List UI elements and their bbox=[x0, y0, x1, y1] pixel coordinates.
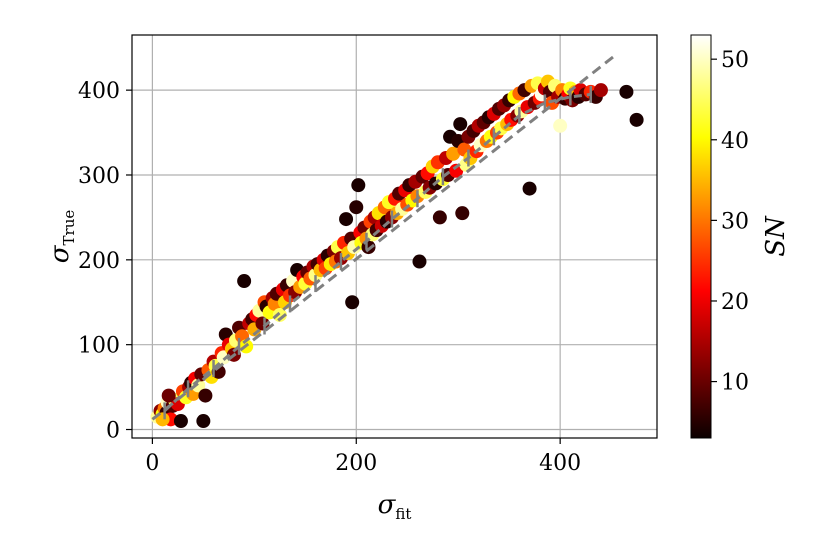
colorbar-tick-label: 20 bbox=[721, 290, 749, 315]
x-tick-label: 200 bbox=[335, 451, 377, 476]
y-tick-label: 0 bbox=[106, 419, 120, 444]
y-tick-label: 400 bbox=[78, 79, 120, 104]
scatter-points bbox=[150, 74, 644, 429]
data-point bbox=[345, 295, 360, 310]
data-point bbox=[349, 200, 364, 215]
data-point bbox=[453, 117, 468, 132]
x-axis-label-subscript: fit bbox=[395, 505, 411, 523]
trend-line bbox=[151, 53, 618, 421]
plot-frame bbox=[131, 34, 658, 439]
data-point bbox=[629, 112, 644, 127]
y-tick-label: 200 bbox=[78, 249, 120, 274]
data-point bbox=[449, 163, 464, 178]
data-point bbox=[237, 274, 252, 289]
data-point bbox=[255, 316, 270, 331]
data-point bbox=[522, 181, 537, 196]
data-point bbox=[339, 212, 354, 227]
data-point bbox=[412, 254, 427, 269]
data-point bbox=[272, 307, 287, 322]
y-tick-label: 300 bbox=[78, 164, 120, 189]
colorbar-tick-label: 50 bbox=[721, 48, 749, 73]
colorbar-tick-label: 30 bbox=[721, 209, 749, 234]
colorbar-tick-label: 10 bbox=[721, 371, 749, 396]
data-point bbox=[351, 178, 366, 193]
binned-median-line bbox=[163, 92, 591, 412]
x-tick-label: 400 bbox=[539, 451, 581, 476]
data-point bbox=[196, 414, 211, 429]
data-point bbox=[432, 210, 447, 225]
data-point bbox=[455, 206, 470, 221]
x-tick-label: 0 bbox=[145, 451, 159, 476]
reference-lines bbox=[151, 53, 618, 421]
y-axis-label: σTrue bbox=[45, 210, 78, 264]
data-point bbox=[173, 414, 188, 429]
x-axis-ticks: 0 200 400 bbox=[145, 438, 581, 476]
data-point bbox=[446, 146, 461, 161]
y-tick-label: 100 bbox=[78, 334, 120, 359]
data-point bbox=[198, 388, 213, 403]
colorbar-label: SN bbox=[761, 215, 791, 257]
colorbar-tick-label: 40 bbox=[721, 129, 749, 154]
data-point bbox=[593, 83, 608, 98]
data-point bbox=[619, 84, 634, 99]
data-point bbox=[553, 118, 568, 133]
colorbar-ticks: 10 20 30 40 50 bbox=[711, 48, 749, 396]
colorbar bbox=[690, 34, 712, 439]
y-axis-label-symbol: σ bbox=[45, 244, 75, 263]
x-axis-label-symbol: σ bbox=[378, 490, 397, 520]
y-axis-label-subscript: True bbox=[60, 210, 78, 246]
y-axis-ticks: 0 100 200 300 400 bbox=[78, 79, 132, 444]
x-axis-label: σfit bbox=[378, 490, 412, 523]
data-point bbox=[161, 388, 176, 403]
